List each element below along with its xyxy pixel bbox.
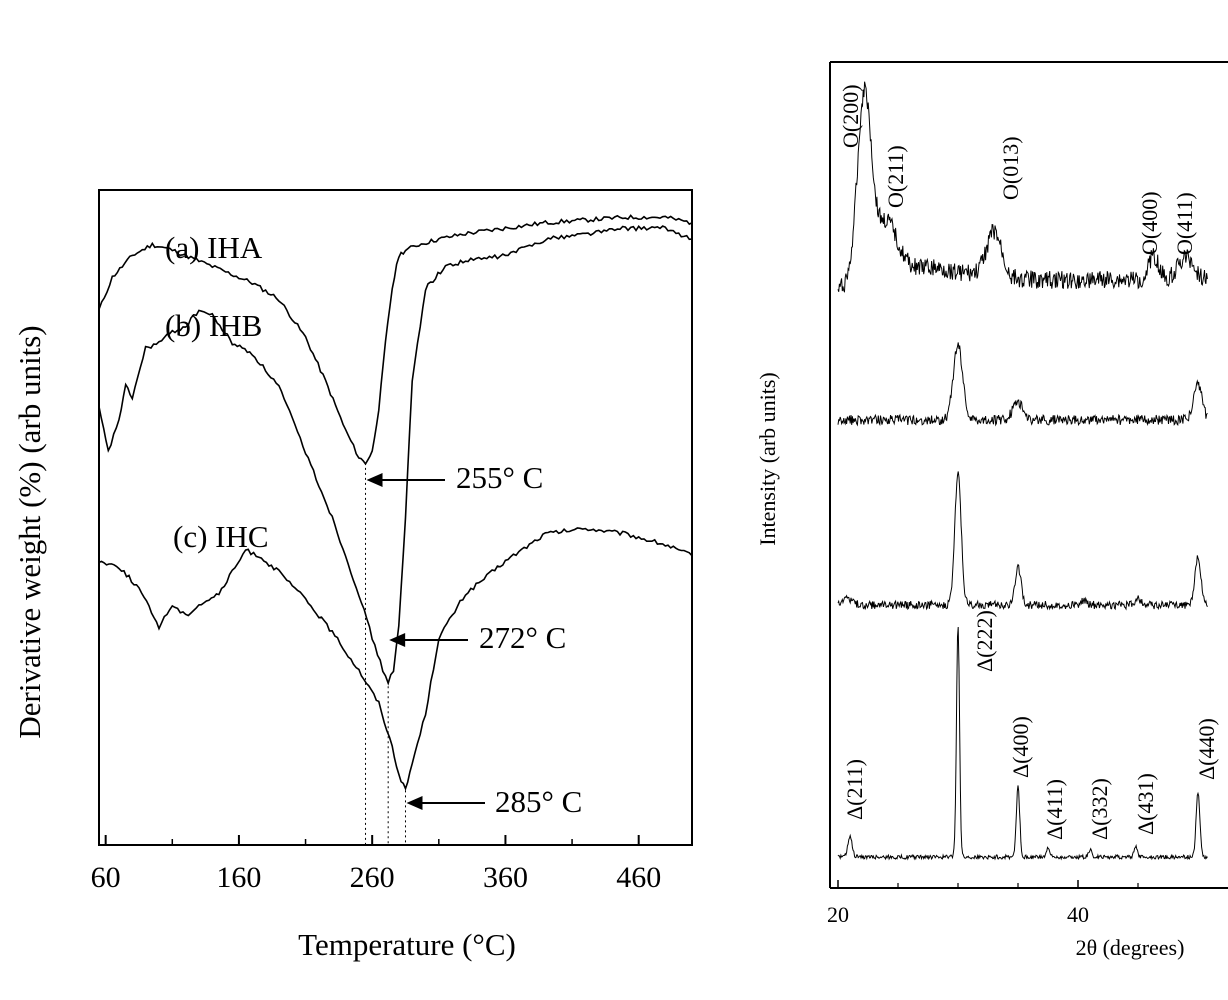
peak-arrow-head: [366, 473, 383, 487]
xrd-peak-label: Δ(431): [1133, 773, 1158, 835]
series-label-ihc: (c) IHC: [173, 519, 269, 554]
xrd-peak-label: O(411): [1172, 192, 1197, 255]
peak-arrow-head: [389, 633, 406, 647]
xrd-x-tick-label: 40: [1067, 902, 1089, 927]
peak-label-255: 255° C: [456, 460, 543, 495]
xrd-chart: 20 40 O(200)O(211) O(013)O(400) O(411)Δ(211…: [755, 61, 1228, 960]
peak-label-272: 272° C: [479, 620, 566, 655]
dtg-x-tick-label: 360: [483, 861, 528, 894]
xrd-pattern-bottom: [837, 626, 1208, 861]
dtg-plot-frame: [98, 189, 693, 846]
dtg-y-axis-label: Derivative weight (%) (arb units): [12, 325, 47, 738]
xrd-peak-label: Δ(332): [1087, 778, 1112, 840]
xrd-patterns: [837, 81, 1208, 861]
series-label-ihb: (b) IHB: [165, 308, 262, 343]
peak-label-285: 285° C: [495, 784, 582, 819]
xrd-peak-labels: O(200) O(211) O(013) O(400) O(411) Δ(211) Δ(22…: [838, 84, 1219, 840]
xrd-peak-label: O(400): [1137, 191, 1162, 255]
xrd-peak-label: O(211): [883, 145, 908, 208]
xrd-pattern-second: [837, 342, 1208, 427]
xrd-x-tick-label: 20: [827, 902, 849, 927]
dtg-x-tick-label: 60: [91, 861, 121, 894]
dtg-annotations: [365, 462, 485, 845]
xrd-peak-label: Δ(222): [972, 610, 997, 672]
xrd-pattern-top: [837, 81, 1208, 293]
dtg-curve-iha: [98, 214, 693, 466]
xrd-y-axis-label: Intensity (arb units): [755, 372, 780, 546]
dtg-x-axis-label: Temperature (°C): [298, 927, 516, 962]
dtg-curves: [98, 214, 693, 791]
xrd-x-axis-label: 2θ (degrees): [1076, 935, 1185, 960]
dtg-x-tick-label: 160: [216, 861, 261, 894]
xrd-peak-label: O(013): [998, 136, 1023, 200]
xrd-peak-label: Δ(211): [842, 759, 867, 820]
xrd-peak-label: O(200): [838, 84, 863, 148]
xrd-x-ticks: 20 40: [827, 880, 1139, 927]
xrd-pattern-third: [837, 471, 1208, 611]
dtg-curve-ihc: [98, 527, 693, 791]
xrd-peak-label: Δ(411): [1042, 779, 1067, 840]
dtg-x-ticks: 60 160 260 360 460: [91, 835, 661, 894]
dtg-curve-ihb: [98, 225, 693, 686]
dtg-x-tick-label: 260: [350, 861, 395, 894]
dtg-chart: 60 160 260 360 460 (a) IHA (b) IHB (c) IHC 2…: [12, 189, 693, 962]
xrd-peak-label: Δ(440): [1194, 718, 1219, 780]
xrd-peak-label: Δ(400): [1008, 716, 1033, 778]
peak-arrow-head: [406, 796, 423, 810]
dtg-x-tick-label: 460: [616, 861, 661, 894]
series-label-iha: (a) IHA: [165, 230, 263, 265]
